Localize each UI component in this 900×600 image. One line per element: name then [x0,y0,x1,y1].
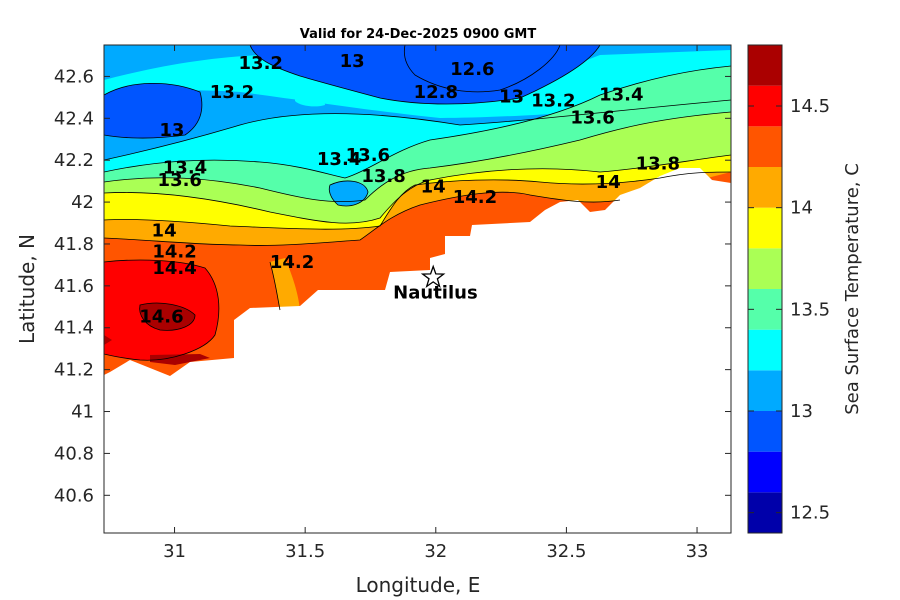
x-tick-label: 33 [686,541,709,562]
contour-lines [104,45,731,361]
land-mask [104,168,731,533]
y-tick-label: 42 [71,192,94,213]
contour-label: 13.6 [158,170,202,191]
annotations: Nautilus [393,264,478,303]
contour-label: 14.2 [152,241,196,262]
y-tick-label: 41.6 [54,276,94,297]
contour-label: 14.4 [152,258,196,279]
contour-label: 13 [159,120,184,141]
band-cyan-patch [295,95,325,107]
contour-label: 12.6 [450,59,494,80]
colorbar-swatch [748,451,782,493]
x-tick-label: 32.5 [546,541,586,562]
colorbar-swatch [748,248,782,289]
band-cyan-patch-2 [329,180,368,206]
colorbar-swatch [748,126,782,167]
contour-label: 14 [152,220,177,241]
colorbar-tick-label: 13.5 [790,299,830,320]
contour-label: 14.2 [453,187,497,208]
colorbar-tick-label: 13 [790,401,813,422]
contour-labels: 13.2 13 12.613.2 12.8 13 13.2 13.413.61313.413… [139,51,680,328]
colorbar-swatch [748,167,782,208]
plot-area [104,45,731,533]
colorbar-swatch [748,45,782,86]
band-north-blue-lobe-2 [250,45,600,104]
contour-label: 13.6 [570,107,614,128]
contour-label: 13.2 [239,53,283,74]
colorbar-swatch [748,370,782,411]
plot-frame [103,44,732,534]
annotation-label: Nautilus [393,282,478,303]
colorbar-frame [747,44,783,534]
colorbar-tick-label: 14.5 [790,96,830,117]
x-tick-label: 32 [424,541,447,562]
contour-label: 13.8 [636,153,680,174]
y-tick-label: 41 [71,402,94,423]
chart-title: Valid for 24-Dec-2025 0900 GMT [300,27,537,42]
y-axis-label: Latitude, N [15,234,39,344]
x-tick-label: 31 [163,541,186,562]
y-tick-label: 42.4 [54,108,94,129]
contour-label: 14.6 [139,306,183,327]
colorbar: 12.5 13 13.5 14 14.5 [747,44,830,534]
band-14.6-14.8 [104,303,210,365]
y-tick-label: 42.2 [54,150,94,171]
contour-label: 13.4 [163,158,207,179]
contour-label: 14.2 [270,252,314,273]
y-tick-label: 41.2 [54,360,94,381]
contour-label: 13.4 [599,84,643,105]
contour-label: 13.2 [210,82,254,103]
colorbar-tick-label: 14 [790,198,813,219]
y-tick-label: 41.4 [54,318,94,339]
y-tick-label: 42.6 [54,66,94,87]
band-north-blue-lobe [104,83,202,139]
colorbar-swatch [748,207,782,249]
colorbar-swatch [748,411,782,452]
x-axis-label: Longitude, E [356,573,481,597]
colorbar-swatch [748,329,782,371]
contour-label: 13 [499,86,524,107]
contour-label: 13.8 [361,166,405,187]
y-tick-label: 40.8 [54,443,94,464]
star-icon [420,264,446,288]
colorbar-tick-label: 12.5 [790,503,830,524]
contour-label: 12.8 [414,82,458,103]
contour-label: 14 [421,176,446,197]
x-axis-ticks: 31 31.5 32 32.5 33 [163,45,708,562]
y-tick-label: 41.8 [54,234,94,255]
y-tick-label: 40.6 [54,485,94,506]
colorbar-label: Sea Surface Temperature, C [842,163,863,415]
contour-label: 13 [340,51,365,72]
contour-label: 13.2 [531,91,575,112]
contour-label: 14 [596,172,621,193]
x-tick-label: 31.5 [285,541,325,562]
contour-label: 13.6 [346,145,390,166]
y-axis-ticks: 40.6 40.8 41 41.2 41.4 41.6 41.8 42 42.2 42.4 42.6 [54,66,731,506]
contour-label: 13.4 [317,149,361,170]
